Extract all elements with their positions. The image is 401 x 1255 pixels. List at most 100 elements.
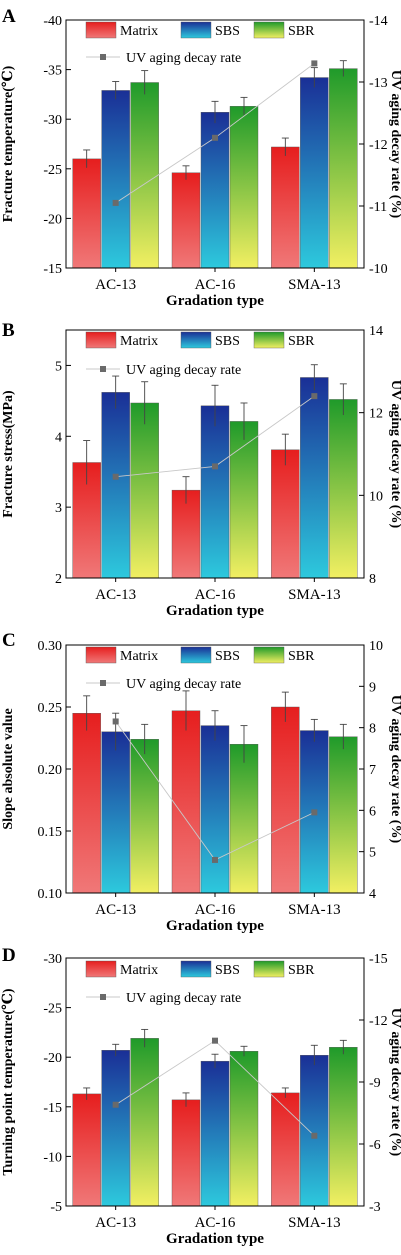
x-tick-label-sma-13: SMA-13: [288, 587, 341, 603]
y-tick-label: 3: [55, 501, 62, 516]
x-tick-label-ac-16: AC-16: [195, 277, 236, 293]
y2-axis-title: UV aging decay rate (%): [388, 695, 401, 844]
bar-sbr-ac-13: [130, 82, 159, 269]
legend-label-sbs: SBS: [215, 963, 240, 978]
legend-label-decay-rate: UV aging decay rate: [126, 51, 241, 66]
bar-sbr-ac-16: [229, 744, 259, 894]
y-tick-label: -15: [43, 1101, 62, 1116]
panel-letter: D: [2, 945, 16, 966]
legend-swatch-sbs: [180, 646, 212, 664]
y-tick-label: -30: [43, 113, 62, 128]
x-tick-label-ac-13: AC-13: [95, 1215, 136, 1231]
bar-sbs-ac-13: [101, 90, 130, 269]
legend-label-decay-rate: UV aging decay rate: [126, 677, 241, 692]
y2-tick-label: -9: [369, 1076, 381, 1091]
decay-rate-point-ac-13: [112, 718, 119, 725]
x-axis-title: Gradation type: [166, 293, 264, 309]
bar-sbr-sma-13: [329, 399, 358, 579]
bar-matrix-ac-16: [171, 489, 201, 579]
decay-rate-point-sma-13: [311, 809, 318, 816]
legend-line-marker: [100, 680, 106, 686]
panel-letter: A: [2, 6, 16, 27]
bar-matrix-ac-13: [72, 1093, 101, 1207]
legend-label-decay-rate: UV aging decay rate: [126, 363, 241, 378]
legend-label-matrix: Matrix: [120, 963, 158, 978]
legend-swatch-sbr: [253, 21, 285, 39]
x-tick-label-ac-16: AC-16: [195, 587, 236, 603]
bar-matrix-ac-16: [171, 1099, 201, 1207]
y2-tick-label: 10: [369, 489, 383, 504]
bar-sbr-ac-13: [130, 402, 159, 579]
x-axis-title: Gradation type: [166, 603, 264, 619]
bar-sbr-sma-13: [329, 68, 358, 269]
bar-matrix-ac-13: [72, 713, 101, 894]
y2-axis-title: UV aging decay rate (%): [388, 70, 401, 219]
y-axis-title: Fracture stress(MPa): [1, 390, 16, 518]
y-tick-label: -10: [43, 1150, 62, 1165]
decay-rate-point-ac-13: [112, 199, 119, 206]
y-tick-label: 0.25: [38, 701, 63, 716]
y2-tick-label: 4: [369, 887, 376, 902]
y2-tick-label: -12: [369, 1014, 388, 1029]
bar-sbr-sma-13: [329, 736, 358, 894]
bar-sbr-ac-13: [130, 1038, 159, 1207]
y2-tick-label: 12: [369, 407, 383, 422]
x-tick-label-ac-13: AC-13: [95, 902, 136, 918]
legend-swatch-sbr: [253, 331, 285, 349]
bar-sbs-ac-16: [200, 405, 230, 579]
bar-sbs-ac-16: [200, 725, 230, 894]
y-tick-label: 0.10: [38, 887, 63, 902]
decay-rate-point-ac-13: [112, 473, 119, 480]
y2-tick-label: -13: [369, 76, 388, 91]
bar-sbs-ac-13: [101, 392, 130, 579]
x-tick-label-sma-13: SMA-13: [288, 1215, 341, 1231]
y-tick-label: -40: [43, 14, 62, 29]
y-tick-label: 2: [55, 572, 62, 587]
legend-label-sbr: SBR: [288, 24, 315, 39]
y-tick-label: 4: [55, 430, 62, 445]
legend-swatch-matrix: [85, 646, 117, 664]
y2-tick-label: -12: [369, 138, 388, 153]
bar-matrix-sma-13: [271, 1092, 300, 1207]
decay-rate-point-ac-16: [212, 856, 218, 863]
legend-label-sbs: SBS: [215, 334, 240, 349]
legend-line-marker: [100, 54, 106, 60]
y2-tick-label: -6: [369, 1138, 381, 1153]
legend-swatch-sbs: [180, 960, 212, 978]
chart-panel-c: C 0.10 0.15 0.20 0.25 0.30 4 5 6 7 8 9 10 AC-13 AC-16 S…: [1, 630, 401, 934]
legend-label-sbs: SBS: [215, 649, 240, 664]
decay-rate-point-sma-13: [311, 1132, 318, 1139]
y-axis-title: Fracture temperature(℃): [1, 65, 16, 222]
y-tick-label: 0.30: [38, 639, 63, 654]
bar-sbs-ac-13: [101, 1050, 130, 1207]
decay-rate-point-ac-16: [212, 463, 218, 470]
x-tick-label-sma-13: SMA-13: [288, 277, 341, 293]
y-tick-label: -30: [43, 952, 62, 967]
legend-swatch-sbr: [253, 646, 285, 664]
legend-label-matrix: Matrix: [120, 334, 158, 349]
legend-label-sbs: SBS: [215, 24, 240, 39]
decay-rate-point-sma-13: [311, 60, 318, 67]
x-tick-label-ac-13: AC-13: [95, 587, 136, 603]
legend-label-sbr: SBR: [288, 334, 315, 349]
bar-sbs-sma-13: [300, 77, 329, 269]
y-tick-label: 5: [55, 359, 62, 374]
decay-rate-point-ac-16: [212, 1037, 218, 1044]
bar-sbr-sma-13: [329, 1047, 358, 1207]
decay-rate-point-ac-16: [212, 134, 218, 141]
bar-sbs-ac-13: [101, 731, 130, 894]
legend-label-matrix: Matrix: [120, 24, 158, 39]
y2-tick-label: 6: [369, 804, 376, 819]
y2-tick-label: 7: [369, 763, 376, 778]
y2-tick-label: -3: [369, 1200, 381, 1215]
y2-axis-title: UV aging decay rate (%): [388, 380, 401, 529]
y-axis-title: Turning point temperature(℃): [1, 988, 16, 1175]
x-tick-label-ac-16: AC-16: [195, 1215, 236, 1231]
legend-label-decay-rate: UV aging decay rate: [126, 991, 241, 1006]
chart-panel-b: B 2 3 4 5 8 10 12 14 AC-13 AC-16 SMA-13 Gradation ty…: [1, 320, 401, 619]
bar-sbs-ac-16: [200, 1060, 230, 1207]
legend-swatch-matrix: [85, 331, 117, 349]
y2-tick-label: 10: [369, 639, 383, 654]
